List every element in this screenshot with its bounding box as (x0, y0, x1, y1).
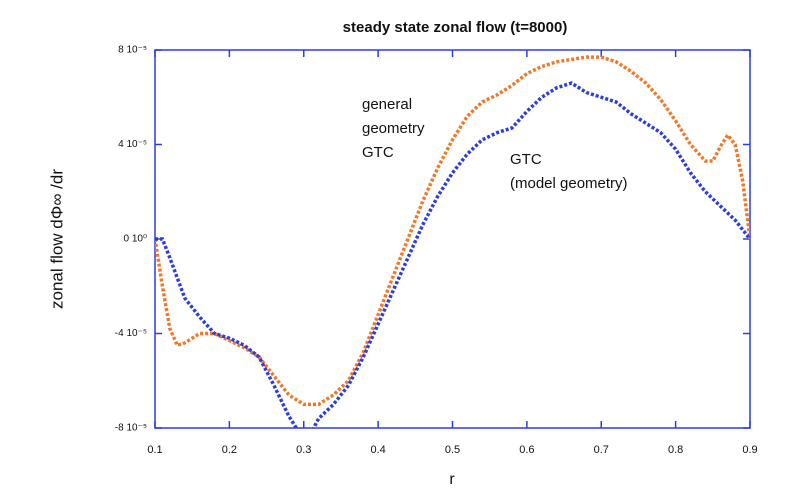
y-tick-label: 8 10⁻⁵ (118, 45, 147, 56)
annotation: (model geometry) (510, 175, 628, 192)
x-tick-label: 0.5 (445, 444, 460, 456)
x-tick-label: 0.9 (742, 444, 757, 456)
y-tick-label: -4 10⁻⁵ (115, 328, 147, 339)
x-tick-label: 0.7 (594, 444, 609, 456)
x-tick-label: 0.6 (519, 444, 534, 456)
x-tick-label: 0.1 (147, 444, 162, 456)
x-tick-label: 0.2 (222, 444, 237, 456)
annotation: geometry (362, 120, 425, 137)
x-axis-label: r (449, 471, 455, 488)
x-tick-label: 0.4 (370, 444, 385, 456)
annotation: general (362, 96, 412, 113)
y-tick-label: -8 10⁻⁵ (115, 423, 147, 434)
annotation: GTC (362, 144, 394, 161)
y-tick-label: 4 10⁻⁵ (118, 139, 147, 150)
x-tick-label: 0.8 (668, 444, 683, 456)
plot-frame (154, 49, 751, 429)
y-tick-label: 0 10⁰ (124, 234, 147, 245)
y-axis-label: zonal flow dΦ∞ /dr (47, 169, 66, 309)
data-line (155, 81, 750, 428)
chart-title: steady state zonal flow (t=8000) (343, 19, 568, 36)
x-tick-label: 0.3 (296, 444, 311, 456)
data-line (155, 55, 750, 407)
annotation: GTC (510, 151, 542, 168)
plot-area (155, 55, 750, 428)
